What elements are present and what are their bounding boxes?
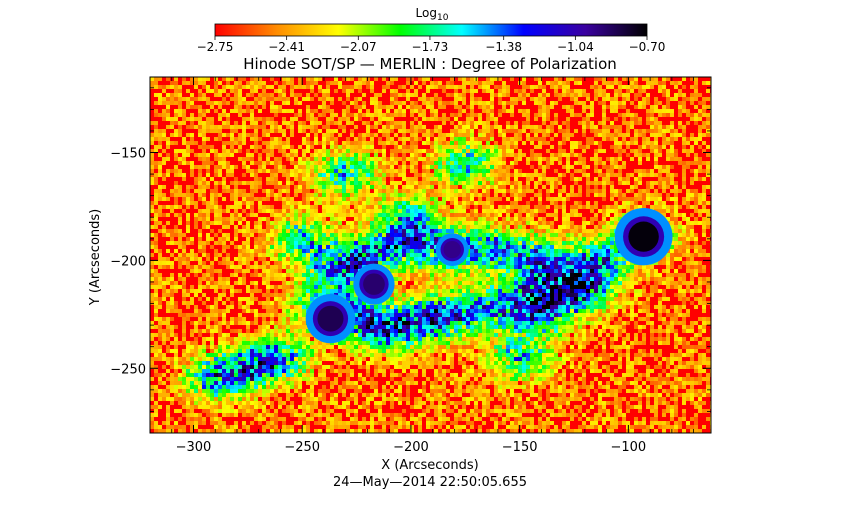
colorbar-label: Log10 (416, 6, 449, 23)
x-axis-title: X (Arcseconds) (381, 458, 478, 473)
x-tick-label-4: −100 (611, 440, 647, 455)
colorbar-gradient (214, 23, 648, 37)
colorbar-label-base: Log (416, 6, 437, 20)
timestamp: 24—May—2014 22:50:05.655 (333, 475, 527, 490)
plot-frame (149, 76, 712, 434)
colorbar-ticks: −2.75 −2.41 −2.07 −1.73 −1.38 −1.04 −0.70 (197, 36, 666, 54)
colorbar-tick-label-4: −1.38 (485, 40, 522, 54)
colorbar-tick-label-0: −2.75 (197, 40, 234, 54)
x-tick-label-0: −300 (176, 440, 212, 455)
colorbar-tick-label-1: −2.41 (268, 40, 305, 54)
colorbar-label-sub: 10 (437, 13, 449, 23)
feature-sunspot (628, 221, 659, 252)
colorbar-tick-label-6: −0.70 (629, 40, 666, 54)
y-tick-label-2: −250 (110, 362, 146, 377)
colorbar-tick-label-2: −2.07 (340, 40, 377, 54)
colorbar: Log10 −2.75 −2.41 −2.07 −1.73 −1.38 −1.04 −0.7… (197, 6, 666, 54)
x-tick-label-3: −150 (502, 440, 538, 455)
x-axis-ticks: −300 −250 −200 −150 −100 (149, 77, 695, 455)
chart-title: Hinode SOT/SP — MERLIN : Degree of Polar… (243, 55, 617, 73)
y-axis-title: Y (Arcseconds) (88, 209, 103, 306)
feature-pore-2 (363, 273, 385, 295)
y-tick-label-1: −200 (110, 254, 146, 269)
x-tick-label-2: −200 (393, 440, 429, 455)
heatmap-image (150, 77, 711, 433)
x-tick-label-1: −250 (284, 440, 320, 455)
colorbar-tick-label-3: −1.73 (412, 40, 449, 54)
colorbar-tick-label-5: −1.04 (557, 40, 594, 54)
plot-area: −300 −250 −200 −150 −100 −150 −200 −250 (110, 76, 712, 455)
feature-pore-3 (443, 240, 461, 259)
y-tick-label-0: −150 (110, 147, 146, 162)
feature-pore-1 (317, 305, 344, 332)
y-axis-ticks: −150 −200 −250 (110, 87, 711, 434)
